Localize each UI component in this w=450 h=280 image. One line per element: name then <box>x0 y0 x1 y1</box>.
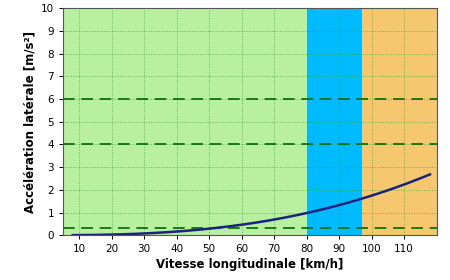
X-axis label: Vitesse longitudinale [km/h]: Vitesse longitudinale [km/h] <box>156 258 343 271</box>
Bar <box>362 8 436 235</box>
Bar <box>306 8 362 235</box>
Bar <box>63 8 306 235</box>
Y-axis label: Accélération latérale [m/s²]: Accélération latérale [m/s²] <box>24 31 37 213</box>
